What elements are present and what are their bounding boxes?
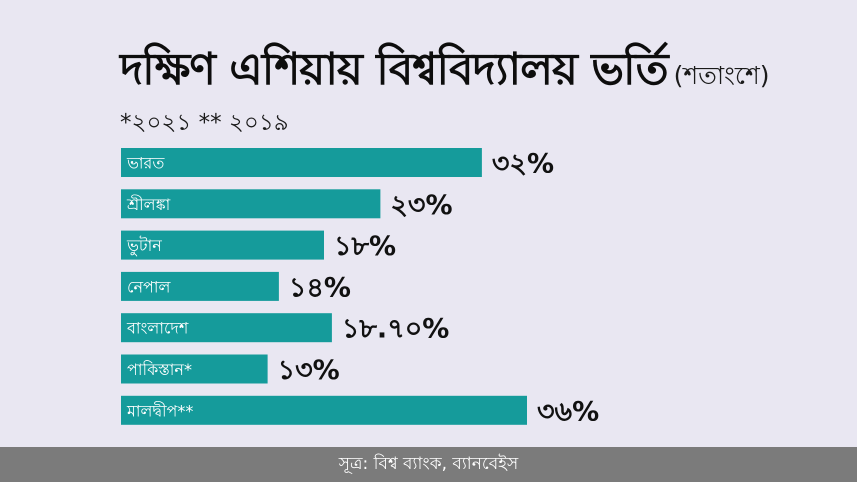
chart-title: দক্ষিণ এশিয়ায় বিশ্ববিদ্যালয় ভর্তি [120,44,669,95]
value-label: ১৩% [278,355,340,386]
category-label: পাকিস্তান* [127,360,192,379]
category-label: ভুটান [126,236,162,256]
value-label: ৩৬% [537,396,599,427]
category-label: নেপাল [127,277,172,296]
value-label: ১৮% [334,231,396,262]
category-label: মালদ্বীপ** [126,401,193,420]
value-label: ১৮.৭০% [342,314,449,345]
category-label: বাংলাদেশ [126,319,189,338]
source-footer: সূত্র: বিশ্ব ব্যাংক, ব্যানবেইস [0,447,857,482]
chart-title-block: দক্ষিণ এশিয়ায় বিশ্ববিদ্যালয় ভর্তি (শতা… [120,36,840,109]
category-label: শ্রীলঙ্কা [126,195,171,214]
bar [121,354,268,384]
bar-chart: ভারত ৩২% শ্রীলঙ্কা ২৩% ভুটান ১৮% নেপাল ১৪% বাংলা… [121,148,599,427]
bar [121,313,332,343]
category-label: ভারত [126,154,165,173]
unit-label: (শতাংশে) [673,61,770,90]
value-label: ৩২% [492,149,554,180]
source-text: সূত্র: বিশ্ব ব্যাংক, ব্যানবেইস [338,453,519,474]
bar [121,271,279,301]
bar [121,148,482,177]
bar [121,189,381,219]
value-label: ২৩% [390,190,452,221]
value-label: ১৪% [289,272,351,303]
bar [121,395,527,425]
year-note: *২০২১ ** ২০১৯ [120,110,289,136]
bar [121,230,324,260]
